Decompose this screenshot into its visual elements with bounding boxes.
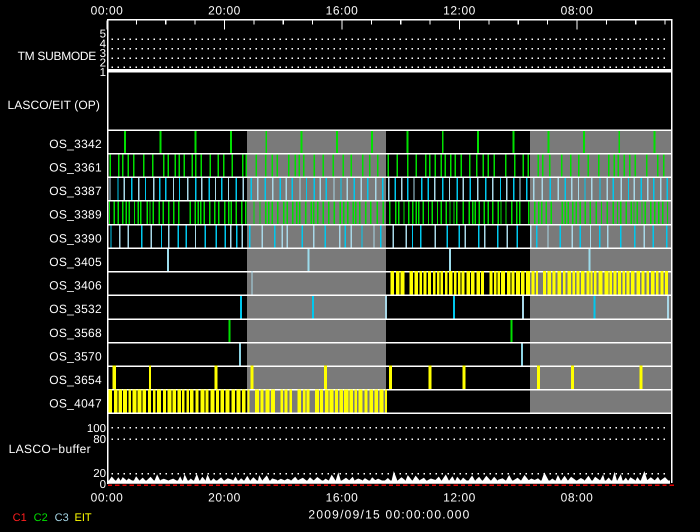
- svg-text:16:00: 16:00: [326, 491, 359, 505]
- svg-text:LASCO−buffer: LASCO−buffer: [9, 442, 91, 456]
- svg-text:C1: C1: [13, 512, 27, 524]
- svg-text:LASCO/EIT (OP): LASCO/EIT (OP): [7, 98, 100, 112]
- svg-text:1: 1: [100, 67, 106, 79]
- svg-text:08:00: 08:00: [561, 4, 594, 18]
- svg-text:100: 100: [87, 423, 106, 435]
- svg-text:12:00: 12:00: [443, 491, 476, 505]
- svg-text:3: 3: [100, 48, 106, 60]
- svg-text:00:00: 00:00: [91, 491, 124, 505]
- svg-text:OS_3654: OS_3654: [49, 373, 102, 387]
- svg-text:OS_3342: OS_3342: [49, 137, 102, 151]
- svg-text:OS_3361: OS_3361: [49, 161, 102, 175]
- svg-text:4: 4: [100, 38, 107, 50]
- svg-text:OS_4047: OS_4047: [49, 397, 102, 411]
- svg-text:0: 0: [100, 479, 106, 491]
- svg-text:C2: C2: [34, 512, 48, 524]
- svg-text:OS_3570: OS_3570: [49, 349, 102, 363]
- svg-text:C3: C3: [55, 512, 69, 524]
- svg-text:OS_3568: OS_3568: [49, 326, 102, 340]
- svg-text:20:00: 20:00: [208, 4, 241, 18]
- svg-text:80: 80: [93, 434, 106, 446]
- svg-text:08:00: 08:00: [561, 491, 594, 505]
- svg-text:EIT: EIT: [75, 512, 92, 524]
- svg-text:2: 2: [100, 57, 106, 69]
- svg-text:16:00: 16:00: [326, 4, 359, 18]
- svg-text:OS_3532: OS_3532: [49, 302, 102, 316]
- svg-text:OS_3406: OS_3406: [49, 279, 102, 293]
- svg-text:00:00: 00:00: [91, 4, 124, 18]
- svg-text:20:00: 20:00: [208, 491, 241, 505]
- svg-text:2009/09/15 00:00:00.000: 2009/09/15 00:00:00.000: [308, 508, 470, 522]
- svg-text:OS_3390: OS_3390: [49, 231, 102, 245]
- svg-text:20: 20: [93, 468, 106, 480]
- svg-text:12:00: 12:00: [443, 4, 476, 18]
- svg-text:OS_3387: OS_3387: [49, 184, 102, 198]
- svg-text:TM SUBMODE: TM SUBMODE: [18, 49, 97, 63]
- svg-text:OS_3405: OS_3405: [49, 255, 102, 269]
- svg-text:OS_3389: OS_3389: [49, 208, 102, 222]
- svg-text:5: 5: [100, 28, 106, 40]
